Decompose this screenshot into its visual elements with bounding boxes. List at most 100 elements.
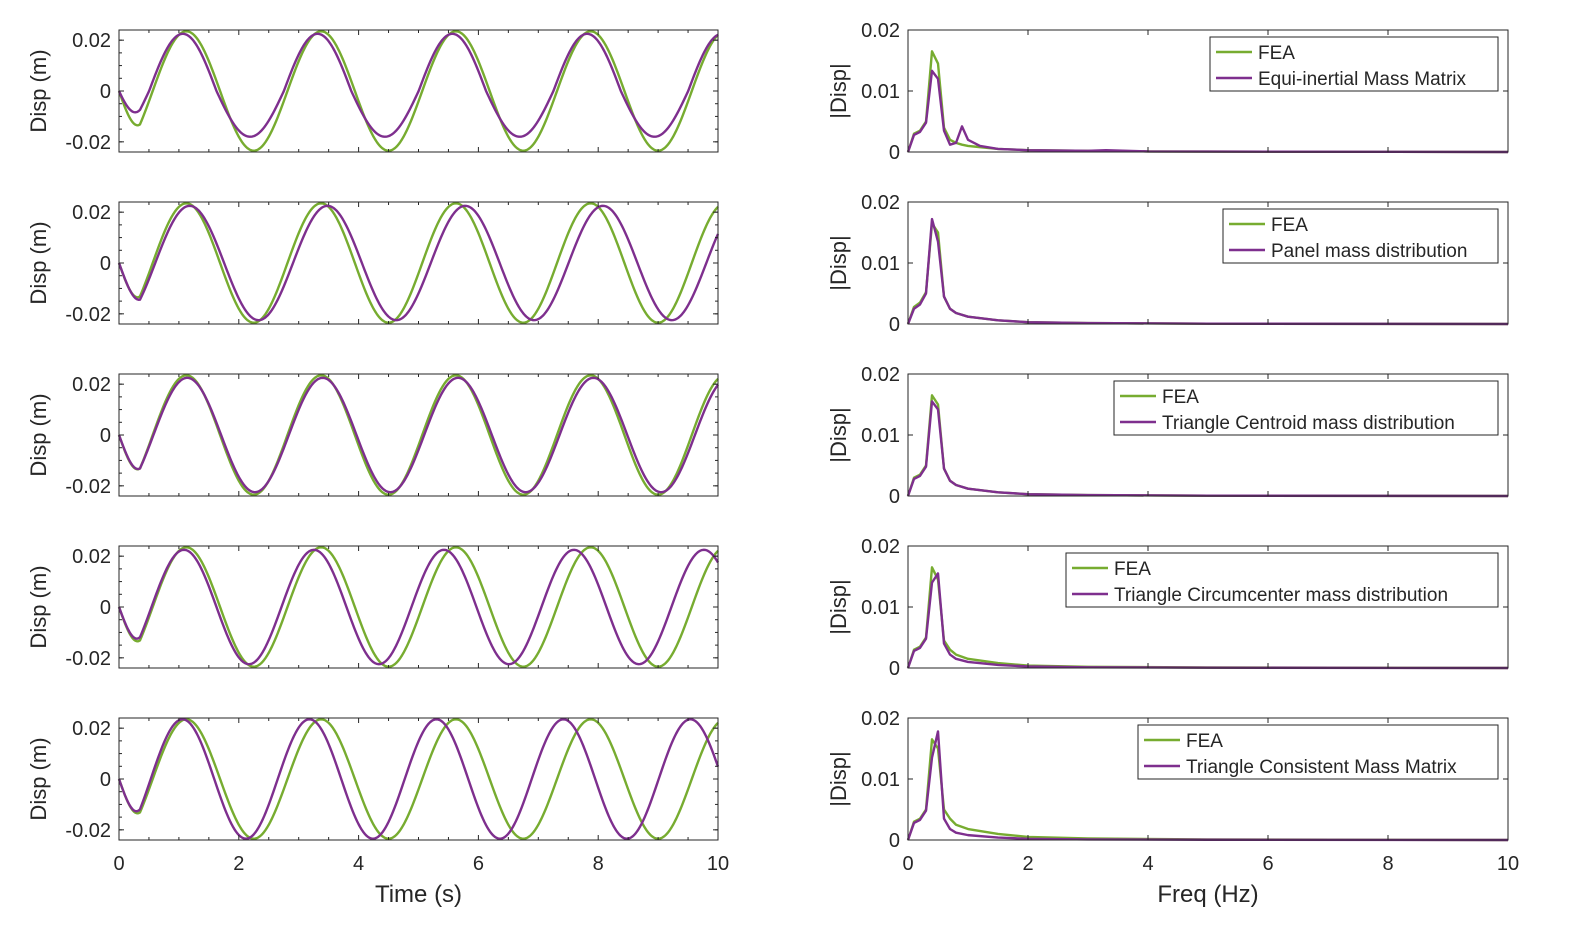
y-axis-label: |Disp| <box>826 63 851 118</box>
y-tick-label: 0.02 <box>72 202 111 224</box>
y-tick-label: 0 <box>100 769 111 791</box>
time-panel-1: -0.02 0 0.02 Disp (m) <box>26 29 719 154</box>
x-tick-label: 4 <box>1142 853 1153 875</box>
legend-label: Triangle Centroid mass distribution <box>1162 413 1455 434</box>
legend-label: FEA <box>1114 559 1151 580</box>
axes-frame <box>118 201 719 325</box>
series-line-model <box>906 69 1509 154</box>
freq-panel-4: 0 0.01 0.02 |Disp| FEA Triangle Circumcenter … <box>826 536 1509 680</box>
y-axis-label: |Disp| <box>826 235 851 290</box>
y-tick-label: 0.02 <box>861 20 900 42</box>
y-tick-label: 0 <box>100 253 111 275</box>
series-line-model <box>906 400 1509 498</box>
y-axis-label: |Disp| <box>826 407 851 462</box>
y-tick-label: -0.02 <box>65 304 111 326</box>
y-tick-label: 0.02 <box>861 536 900 558</box>
x-tick-label: 6 <box>473 853 484 875</box>
y-tick-label: 0.02 <box>861 192 900 214</box>
legend: FEA Triangle Circumcenter mass distributi… <box>1065 552 1499 608</box>
x-axis-label: Time (s) <box>375 881 462 908</box>
y-tick-label: 0 <box>889 314 900 336</box>
legend-label: Triangle Circumcenter mass distribution <box>1114 585 1448 606</box>
freq-panel-2: 0 0.01 0.02 |Disp| FEA Panel mass distributio… <box>826 192 1509 336</box>
y-tick-label: 0.02 <box>72 546 111 568</box>
y-tick-label: 0.01 <box>861 597 900 619</box>
y-tick-label: 0 <box>889 142 900 164</box>
x-tick-label: 2 <box>1022 853 1033 875</box>
x-tick-label: 4 <box>353 853 364 875</box>
legend-box <box>1222 208 1499 264</box>
series-line-model <box>117 376 719 494</box>
legend-label: Panel mass distribution <box>1271 241 1467 262</box>
y-tick-label: 0 <box>889 486 900 508</box>
series-line-fea <box>117 546 719 668</box>
series-line-fea <box>117 718 719 840</box>
y-tick-label: 0.02 <box>861 708 900 730</box>
series-line-model <box>117 204 720 322</box>
x-tick-label: 8 <box>593 853 604 875</box>
y-tick-label: 0.02 <box>72 30 111 52</box>
axes-frame <box>118 545 719 669</box>
x-tick-label: 10 <box>707 853 729 875</box>
legend-label: FEA <box>1258 43 1295 64</box>
freq-panel-3: 0 0.01 0.02 |Disp| FEA Triangle Centroid mass… <box>826 364 1509 508</box>
series-line-fea <box>117 202 719 324</box>
time-panel-4: -0.02 0 0.02 Disp (m) <box>26 545 720 670</box>
y-tick-label: 0 <box>889 830 900 852</box>
y-tick-label: -0.02 <box>65 476 111 498</box>
legend: FEA Triangle Centroid mass distribution <box>1113 380 1499 436</box>
time-panel-2: -0.02 0 0.02 Disp (m) <box>26 201 720 326</box>
freq-panel-5: 0 2 4 6 8 10 0 0.01 0.02 |Disp| Freq (Hz) FEA Triang… <box>826 708 1519 908</box>
series-line-model <box>117 718 720 840</box>
y-tick-label: 0.01 <box>861 81 900 103</box>
time-panel-3: -0.02 0 0.02 Disp (m) <box>26 373 719 498</box>
y-tick-label: 0 <box>889 658 900 680</box>
x-axis-label: Freq (Hz) <box>1157 881 1258 908</box>
legend-label: FEA <box>1271 215 1308 236</box>
y-tick-label: 0 <box>100 81 111 103</box>
series-line-model <box>906 730 1509 842</box>
axes-frame <box>118 717 719 841</box>
y-tick-label: 0.01 <box>861 425 900 447</box>
legend-box <box>1209 36 1499 92</box>
legend-box <box>1113 380 1499 436</box>
legend: FEA Panel mass distribution <box>1222 208 1499 264</box>
legend: FEA Triangle Consistent Mass Matrix <box>1137 724 1499 780</box>
legend-label: FEA <box>1162 387 1199 408</box>
y-axis-label: Disp (m) <box>26 737 51 820</box>
x-tick-label: 8 <box>1382 853 1393 875</box>
x-tick-label: 2 <box>233 853 244 875</box>
y-axis-label: Disp (m) <box>26 565 51 648</box>
y-axis-label: |Disp| <box>826 579 851 634</box>
series-line-model <box>117 548 720 666</box>
series-line-fea <box>117 30 719 152</box>
y-axis-label: Disp (m) <box>26 393 51 476</box>
series-line-model <box>906 217 1509 326</box>
series-line-model <box>117 32 719 138</box>
y-tick-label: 0.02 <box>72 718 111 740</box>
legend-box <box>1137 724 1499 780</box>
y-tick-label: 0.02 <box>861 364 900 386</box>
x-tick-label: 10 <box>1497 853 1519 875</box>
freq-panel-1: 0 0.01 0.02 |Disp| FEA Equi-inertial Mass Mat… <box>826 20 1509 164</box>
x-tick-label: 0 <box>902 853 913 875</box>
y-tick-label: -0.02 <box>65 132 111 154</box>
y-tick-label: 0.01 <box>861 253 900 275</box>
x-tick-label: 0 <box>113 853 124 875</box>
legend-label: Equi-inertial Mass Matrix <box>1258 69 1466 90</box>
y-tick-label: -0.02 <box>65 648 111 670</box>
y-tick-label: 0.02 <box>72 374 111 396</box>
y-axis-label: Disp (m) <box>26 221 51 304</box>
y-tick-label: 0 <box>100 597 111 619</box>
x-tick-label: 6 <box>1262 853 1273 875</box>
y-tick-label: -0.02 <box>65 820 111 842</box>
y-axis-label: Disp (m) <box>26 49 51 132</box>
y-tick-label: 0.01 <box>861 769 900 791</box>
legend-box <box>1065 552 1499 608</box>
legend-label: Triangle Consistent Mass Matrix <box>1186 757 1457 778</box>
legend: FEA Equi-inertial Mass Matrix <box>1209 36 1499 92</box>
legend-label: FEA <box>1186 731 1223 752</box>
y-axis-label: |Disp| <box>826 751 851 806</box>
